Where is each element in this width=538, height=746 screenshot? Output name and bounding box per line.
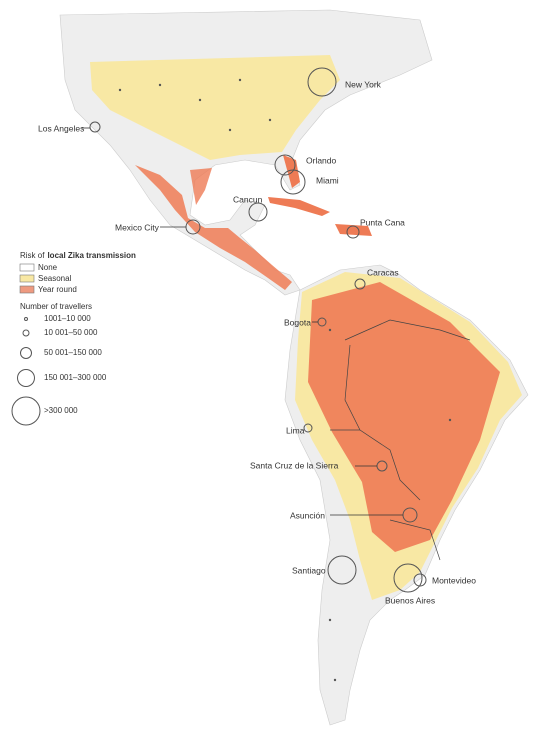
traveller-circle (303, 423, 313, 433)
size-key (24, 317, 28, 321)
city-label: Bogota (284, 317, 311, 327)
city-label: Orlando (306, 155, 337, 165)
legend-title: Number of travellers (20, 302, 92, 311)
city-dots (118, 78, 452, 682)
city-label: Buenos Aires (385, 595, 435, 605)
island-cuba (268, 197, 330, 216)
legend-title-prefix: Risk of (20, 251, 45, 260)
legend-item: Year round (38, 285, 77, 294)
swatch-year-round (19, 285, 35, 294)
city-label: New York (345, 79, 382, 89)
legend-title: Risk of local Zika transmission (20, 251, 136, 260)
size-key (20, 347, 32, 359)
city-dot (198, 98, 202, 102)
legend: Risk of local Zika transmission None Seas… (11, 251, 136, 426)
city-dot (118, 88, 122, 92)
city-label: Mexico City (115, 222, 160, 232)
city-dot (328, 328, 332, 332)
city-dot (268, 118, 272, 122)
traveller-circle (280, 169, 306, 195)
size-key (11, 396, 41, 426)
city-label: Santiago (292, 565, 326, 575)
traveller-circle (307, 67, 337, 97)
legend-item: 10 001–50 000 (44, 328, 98, 337)
traveller-circle (393, 563, 423, 593)
traveller-circle (327, 555, 357, 585)
city-dot (238, 78, 242, 82)
city-label: Los Angeles (38, 123, 84, 133)
legend-item: >300 000 (44, 406, 78, 415)
island-hispaniola (335, 224, 372, 236)
traveller-circle (274, 154, 296, 176)
legend-item: None (38, 263, 58, 272)
traveller-circle (248, 202, 268, 222)
legend-item: 50 001–150 000 (44, 348, 102, 357)
city-label: Montevideo (432, 575, 476, 585)
seasonal-us (90, 55, 340, 160)
swatch-seasonal (19, 274, 35, 283)
city-dot (328, 618, 332, 622)
legend-item: 150 001–300 000 (44, 373, 107, 382)
city-label: Lima (286, 425, 305, 435)
legend-item: 1001–10 000 (44, 314, 91, 323)
legend-title-emphasis: local Zika transmission (47, 251, 136, 260)
size-key (17, 369, 35, 387)
traveller-circle (346, 225, 360, 239)
border-lines (330, 319, 471, 561)
city-label: Punta Cana (360, 217, 405, 227)
city-dot (333, 678, 337, 682)
city-dot (228, 128, 232, 132)
city-dot (448, 418, 452, 422)
city-label: Cancun (233, 194, 263, 204)
city-label: Asunción (290, 510, 325, 520)
florida (283, 155, 300, 188)
legend-item: Seasonal (38, 274, 72, 283)
city-dot (158, 83, 162, 87)
city-label: Caracas (367, 267, 399, 277)
year-round-south-america (308, 282, 500, 552)
city-label: Miami (316, 175, 339, 185)
year-round-mexico (135, 165, 292, 290)
year-round-gulf (190, 168, 212, 205)
swatch-none (19, 263, 35, 272)
size-key (22, 329, 30, 337)
traveller-circle (354, 278, 366, 290)
traveller-circle (89, 121, 101, 133)
city-label: Santa Cruz de la Sierra (250, 460, 339, 470)
